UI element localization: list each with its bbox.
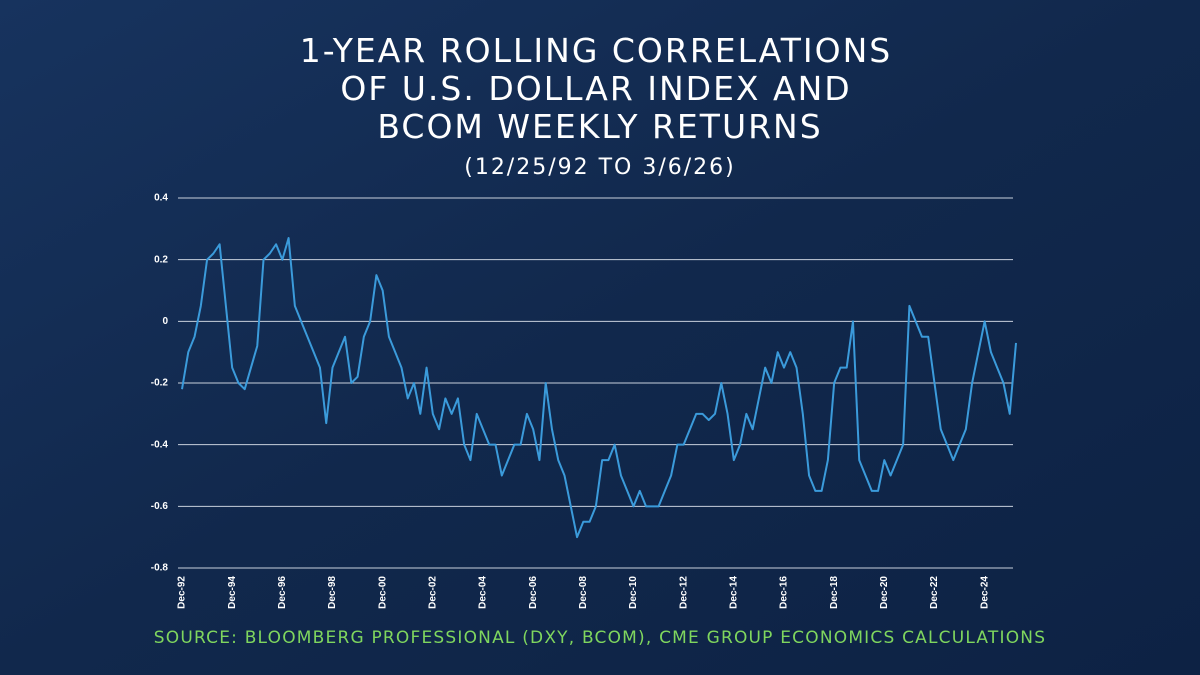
x-tick-label: Dec-06 xyxy=(528,576,539,609)
x-tick-label: Dec-18 xyxy=(829,576,840,609)
y-tick-label: -0.2 xyxy=(151,378,169,389)
chart-title: OF U.S. DOLLAR INDEX AND xyxy=(340,69,851,108)
x-tick-label: Dec-16 xyxy=(779,576,790,609)
y-tick-label: -0.4 xyxy=(151,439,169,450)
line-series xyxy=(181,237,1017,539)
x-tick-label: Dec-96 xyxy=(277,576,288,609)
x-tick-label: Dec-24 xyxy=(979,576,990,609)
x-tick-label: Dec-92 xyxy=(177,576,188,609)
y-tick-label: 0 xyxy=(162,316,168,327)
chart-title: 1-YEAR ROLLING CORRELATIONS xyxy=(300,31,893,70)
x-tick-label: Dec-02 xyxy=(427,576,438,609)
chart-subtitle: (12/25/92 TO 3/6/26) xyxy=(464,155,736,180)
x-tick-label: Dec-94 xyxy=(227,576,238,609)
y-tick-label: 0.2 xyxy=(154,254,168,265)
chart-title: BCOM WEEKLY RETURNS xyxy=(377,107,822,146)
x-tick-label: Dec-22 xyxy=(929,576,940,609)
x-tick-label: Dec-10 xyxy=(628,576,639,609)
plot: -0.8 -0.6 -0.4 -0.2 0 0.2 0.4 Dec-92 Dec-94 Dec-9… xyxy=(151,193,1017,609)
x-tick-label: Dec-14 xyxy=(728,576,739,609)
x-tick-label: Dec-08 xyxy=(578,576,589,609)
y-tick-label: -0.8 xyxy=(151,563,169,574)
x-tick-label: Dec-98 xyxy=(327,576,338,609)
x-tick-label: Dec-00 xyxy=(377,576,388,609)
x-tick-label: Dec-20 xyxy=(879,576,890,609)
y-tick-label: 0.4 xyxy=(154,193,168,204)
x-tick-label: Dec-12 xyxy=(678,576,689,609)
x-tick-label: Dec-04 xyxy=(478,576,489,609)
y-tick-label: -0.6 xyxy=(151,501,169,512)
source: SOURCE: BLOOMBERG PROFESSIONAL (DXY, BCO… xyxy=(154,628,1046,648)
